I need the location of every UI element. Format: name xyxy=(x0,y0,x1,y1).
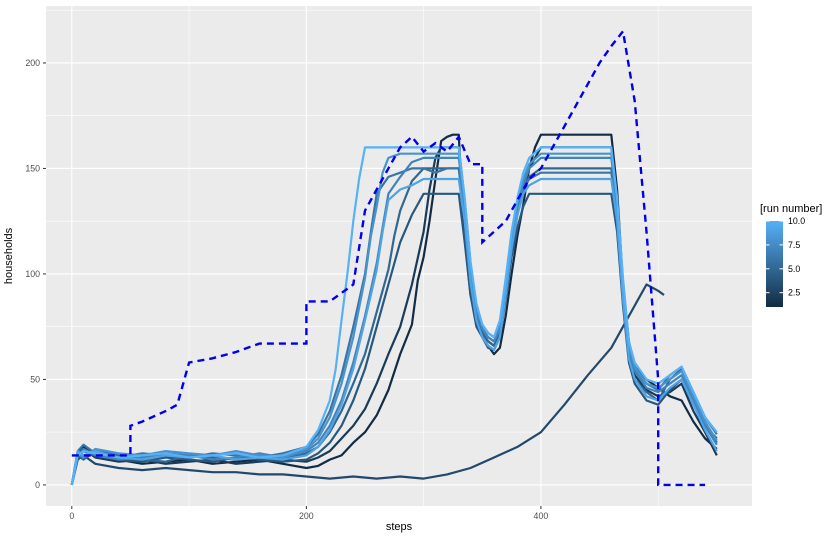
legend-ticks: 10.0 7.5 5.0 2.5 xyxy=(766,216,805,298)
series-line-run-9 xyxy=(70,177,718,486)
legend-tick-label: 5.0 xyxy=(788,264,800,274)
x-axis-ticks: 0 200 400 xyxy=(69,506,548,521)
plot-panel-background xyxy=(46,6,752,506)
x-tick-label: 200 xyxy=(299,511,314,521)
y-tick-label: 150 xyxy=(25,163,40,173)
legend-tick-label: 2.5 xyxy=(788,288,800,298)
legend-title: [run number] xyxy=(760,203,822,215)
y-tick-label: 50 xyxy=(30,374,40,384)
y-tick-label: 0 xyxy=(35,480,40,490)
y-tick-label: 200 xyxy=(25,58,40,68)
series-line-run-10 xyxy=(70,146,718,486)
series-lines xyxy=(70,133,718,486)
reference-dashed-line xyxy=(71,28,706,487)
legend: [run number] 10.0 7.5 5.0 2.5 xyxy=(760,203,822,307)
legend-colorbar xyxy=(766,221,783,307)
x-tick-label: 400 xyxy=(534,511,549,521)
y-tick-label: 100 xyxy=(25,269,40,279)
x-axis-title: steps xyxy=(386,521,413,533)
legend-tick-label: 10.0 xyxy=(788,216,805,226)
y-axis-ticks: 0 50 100 150 200 xyxy=(25,58,46,490)
y-axis-title: households xyxy=(3,227,15,284)
series-line-run-3 xyxy=(70,283,665,486)
reference-line xyxy=(71,28,706,487)
x-tick-label: 0 xyxy=(69,511,74,521)
legend-tick-label: 7.5 xyxy=(788,240,800,250)
